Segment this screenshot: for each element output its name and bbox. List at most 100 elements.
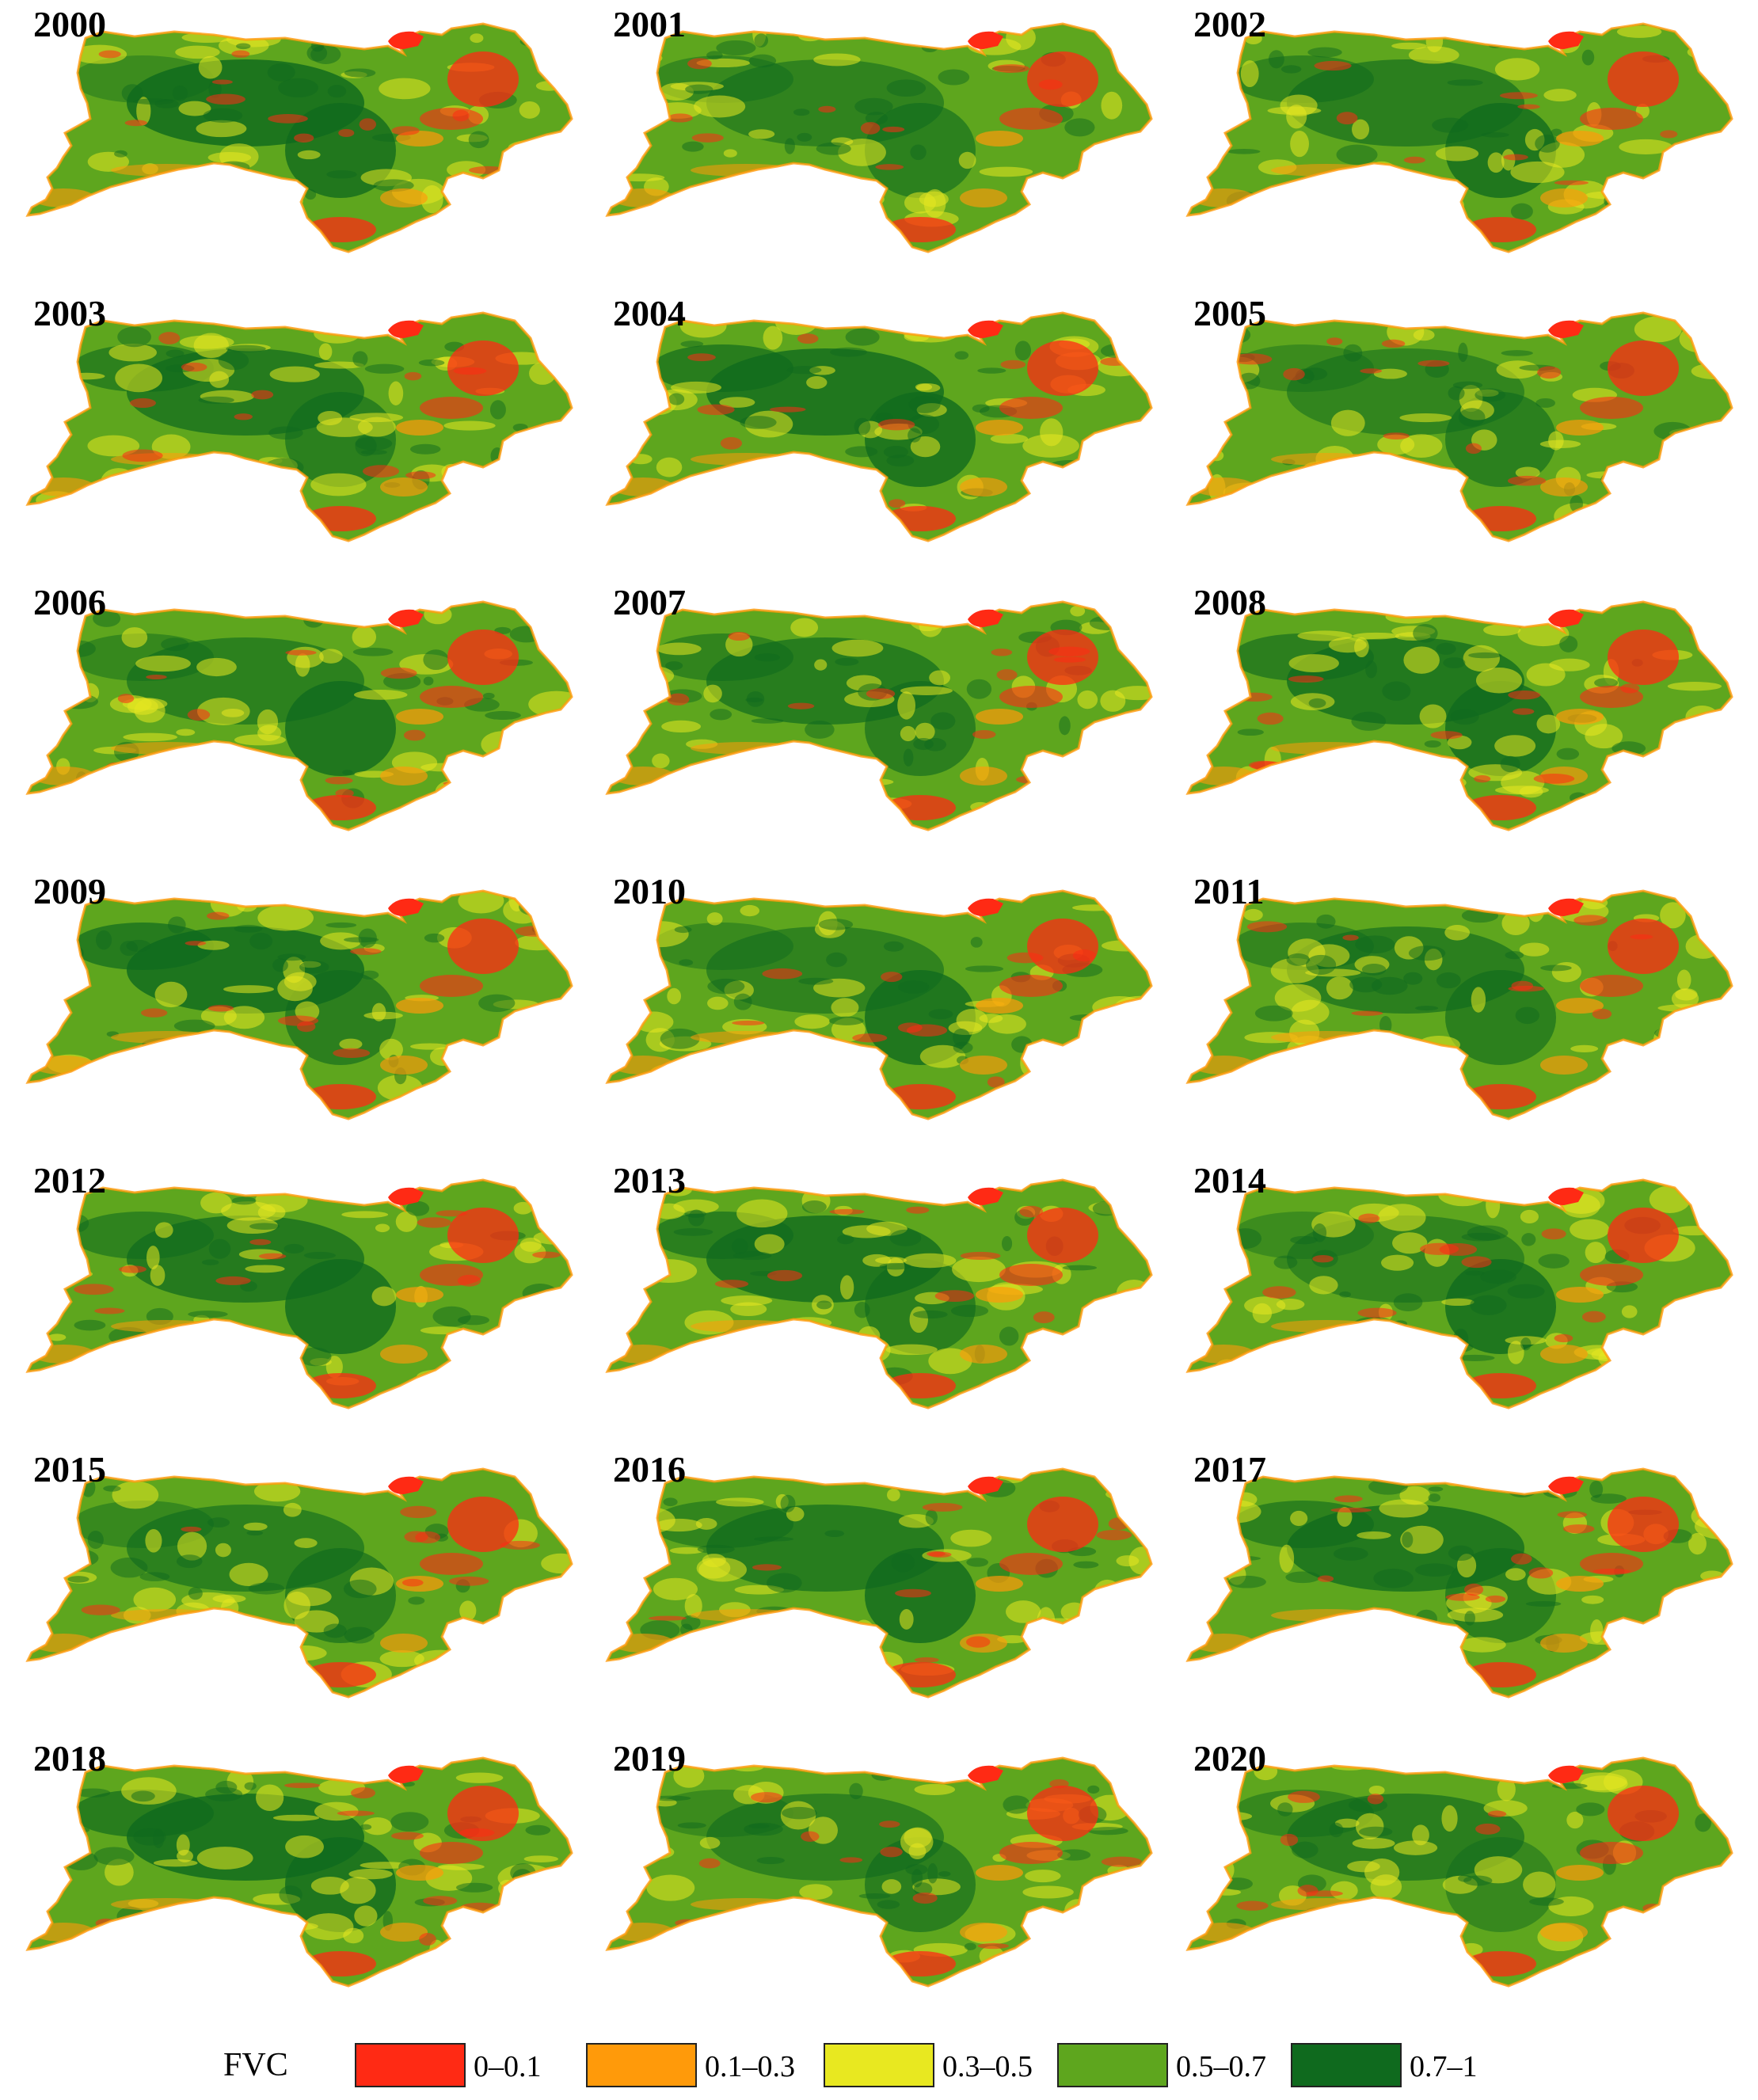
fvc-patch	[1461, 1256, 1492, 1269]
fvc-patch	[835, 794, 863, 800]
fvc-patch	[1510, 203, 1533, 220]
fvc-patch	[98, 50, 121, 59]
fvc-patch	[380, 1056, 428, 1075]
fvc-patch	[246, 1530, 264, 1536]
fvc-patch	[1277, 1802, 1293, 1817]
fvc-patch	[236, 43, 251, 50]
fvc-patch	[964, 1942, 976, 1950]
fvc-patch	[883, 446, 908, 458]
fvc-patch	[728, 1644, 748, 1657]
fvc-patch	[1556, 1576, 1604, 1592]
fvc-patch	[1254, 1005, 1293, 1021]
year-label: 2002	[1193, 4, 1266, 44]
fvc-patch	[1471, 987, 1486, 1013]
fvc-patch	[1539, 439, 1581, 449]
fvc-patch	[677, 1648, 704, 1664]
fvc-patch	[1273, 214, 1287, 220]
fvc-patch	[1409, 1642, 1429, 1660]
fvc-patch	[806, 375, 828, 390]
fvc-patch	[285, 1835, 324, 1858]
fvc-patch	[1330, 409, 1365, 436]
fvc-patch	[306, 44, 328, 62]
fvc-patch	[990, 433, 1029, 444]
fvc-patch	[470, 33, 484, 44]
fvc-patch	[294, 1538, 318, 1548]
fvc-patch	[1672, 1226, 1716, 1236]
fvc-patch	[112, 1481, 159, 1509]
fvc-patch	[154, 499, 185, 508]
fvc-patch	[1070, 605, 1086, 617]
fvc-patch	[157, 1351, 188, 1362]
fvc-patch	[915, 722, 935, 741]
fvc-patch	[1589, 1480, 1604, 1498]
fvc-patch	[1019, 1205, 1044, 1218]
fvc-patch	[1273, 1255, 1298, 1269]
legend-label: 0.3–0.5	[942, 2050, 1033, 2083]
fvc-patch	[527, 1077, 548, 1085]
fvc-patch	[1464, 1270, 1485, 1276]
fvc-patch	[1620, 683, 1640, 694]
fvc-patch	[673, 1228, 713, 1236]
fvc-patch	[418, 359, 445, 367]
fvc-patch	[790, 618, 819, 637]
fvc-patch	[478, 994, 516, 1013]
fvc-patch	[1246, 921, 1288, 933]
fvc-patch	[807, 1948, 821, 1957]
fvc-patch	[74, 1319, 106, 1331]
fvc-patch	[305, 1084, 376, 1109]
fvc-patch	[462, 781, 497, 787]
legend-swatch	[586, 2043, 697, 2087]
fvc-patch	[285, 970, 396, 1065]
fvc-patch	[1436, 642, 1456, 655]
fvc-patch	[202, 1259, 219, 1265]
fvc-patch	[1699, 186, 1714, 193]
fvc-patch	[1101, 728, 1124, 735]
fvc-patch	[1520, 1209, 1539, 1223]
fvc-patch	[1225, 1528, 1241, 1543]
lake-patch	[1548, 609, 1584, 627]
fvc-patch	[1554, 1333, 1573, 1343]
fvc-patch	[1346, 1903, 1362, 1919]
fvc-patch	[900, 725, 916, 742]
fvc-patch	[1200, 1811, 1253, 1821]
fvc-patch	[667, 693, 690, 706]
fvc-patch	[420, 975, 483, 997]
fvc-patch	[423, 676, 434, 686]
fvc-patch	[829, 1208, 865, 1215]
fvc-patch	[845, 328, 880, 346]
fvc-patch	[1412, 1824, 1429, 1846]
fvc-patch	[669, 1362, 685, 1376]
fvc-patch	[1608, 340, 1679, 396]
fvc-patch	[1519, 942, 1550, 957]
fvc-patch	[1094, 214, 1142, 233]
fvc-patch	[1678, 771, 1717, 783]
fvc-patch	[341, 1211, 389, 1219]
fvc-patch	[714, 1280, 749, 1288]
year-label: 2013	[613, 1160, 686, 1200]
fvc-patch	[1333, 1339, 1348, 1347]
fvc-patch	[1448, 386, 1465, 401]
fvc-patch	[314, 361, 364, 369]
year-label: 2009	[33, 871, 106, 911]
fvc-patch	[180, 793, 227, 802]
map-panel-2017: 2017	[1168, 1445, 1746, 1730]
fvc-patch	[784, 138, 795, 154]
fvc-patch	[48, 1333, 67, 1341]
fvc-patch	[798, 977, 834, 985]
fvc-patch	[1515, 466, 1540, 479]
fvc-patch	[649, 1795, 691, 1801]
fvc-patch	[161, 637, 189, 652]
fvc-patch	[1510, 161, 1565, 184]
fvc-patch	[245, 1265, 285, 1273]
fvc-patch	[232, 471, 257, 482]
fvc-patch	[987, 1076, 1005, 1088]
fvc-patch	[1703, 1646, 1732, 1675]
fvc-patch	[831, 639, 884, 657]
fvc-patch	[1528, 1897, 1564, 1906]
fvc-patch	[1398, 192, 1423, 213]
fvc-patch	[966, 679, 992, 699]
fvc-patch	[133, 98, 174, 105]
fvc-patch	[914, 1882, 933, 1896]
fvc-patch	[1634, 1927, 1665, 1935]
fvc-patch	[497, 763, 535, 782]
